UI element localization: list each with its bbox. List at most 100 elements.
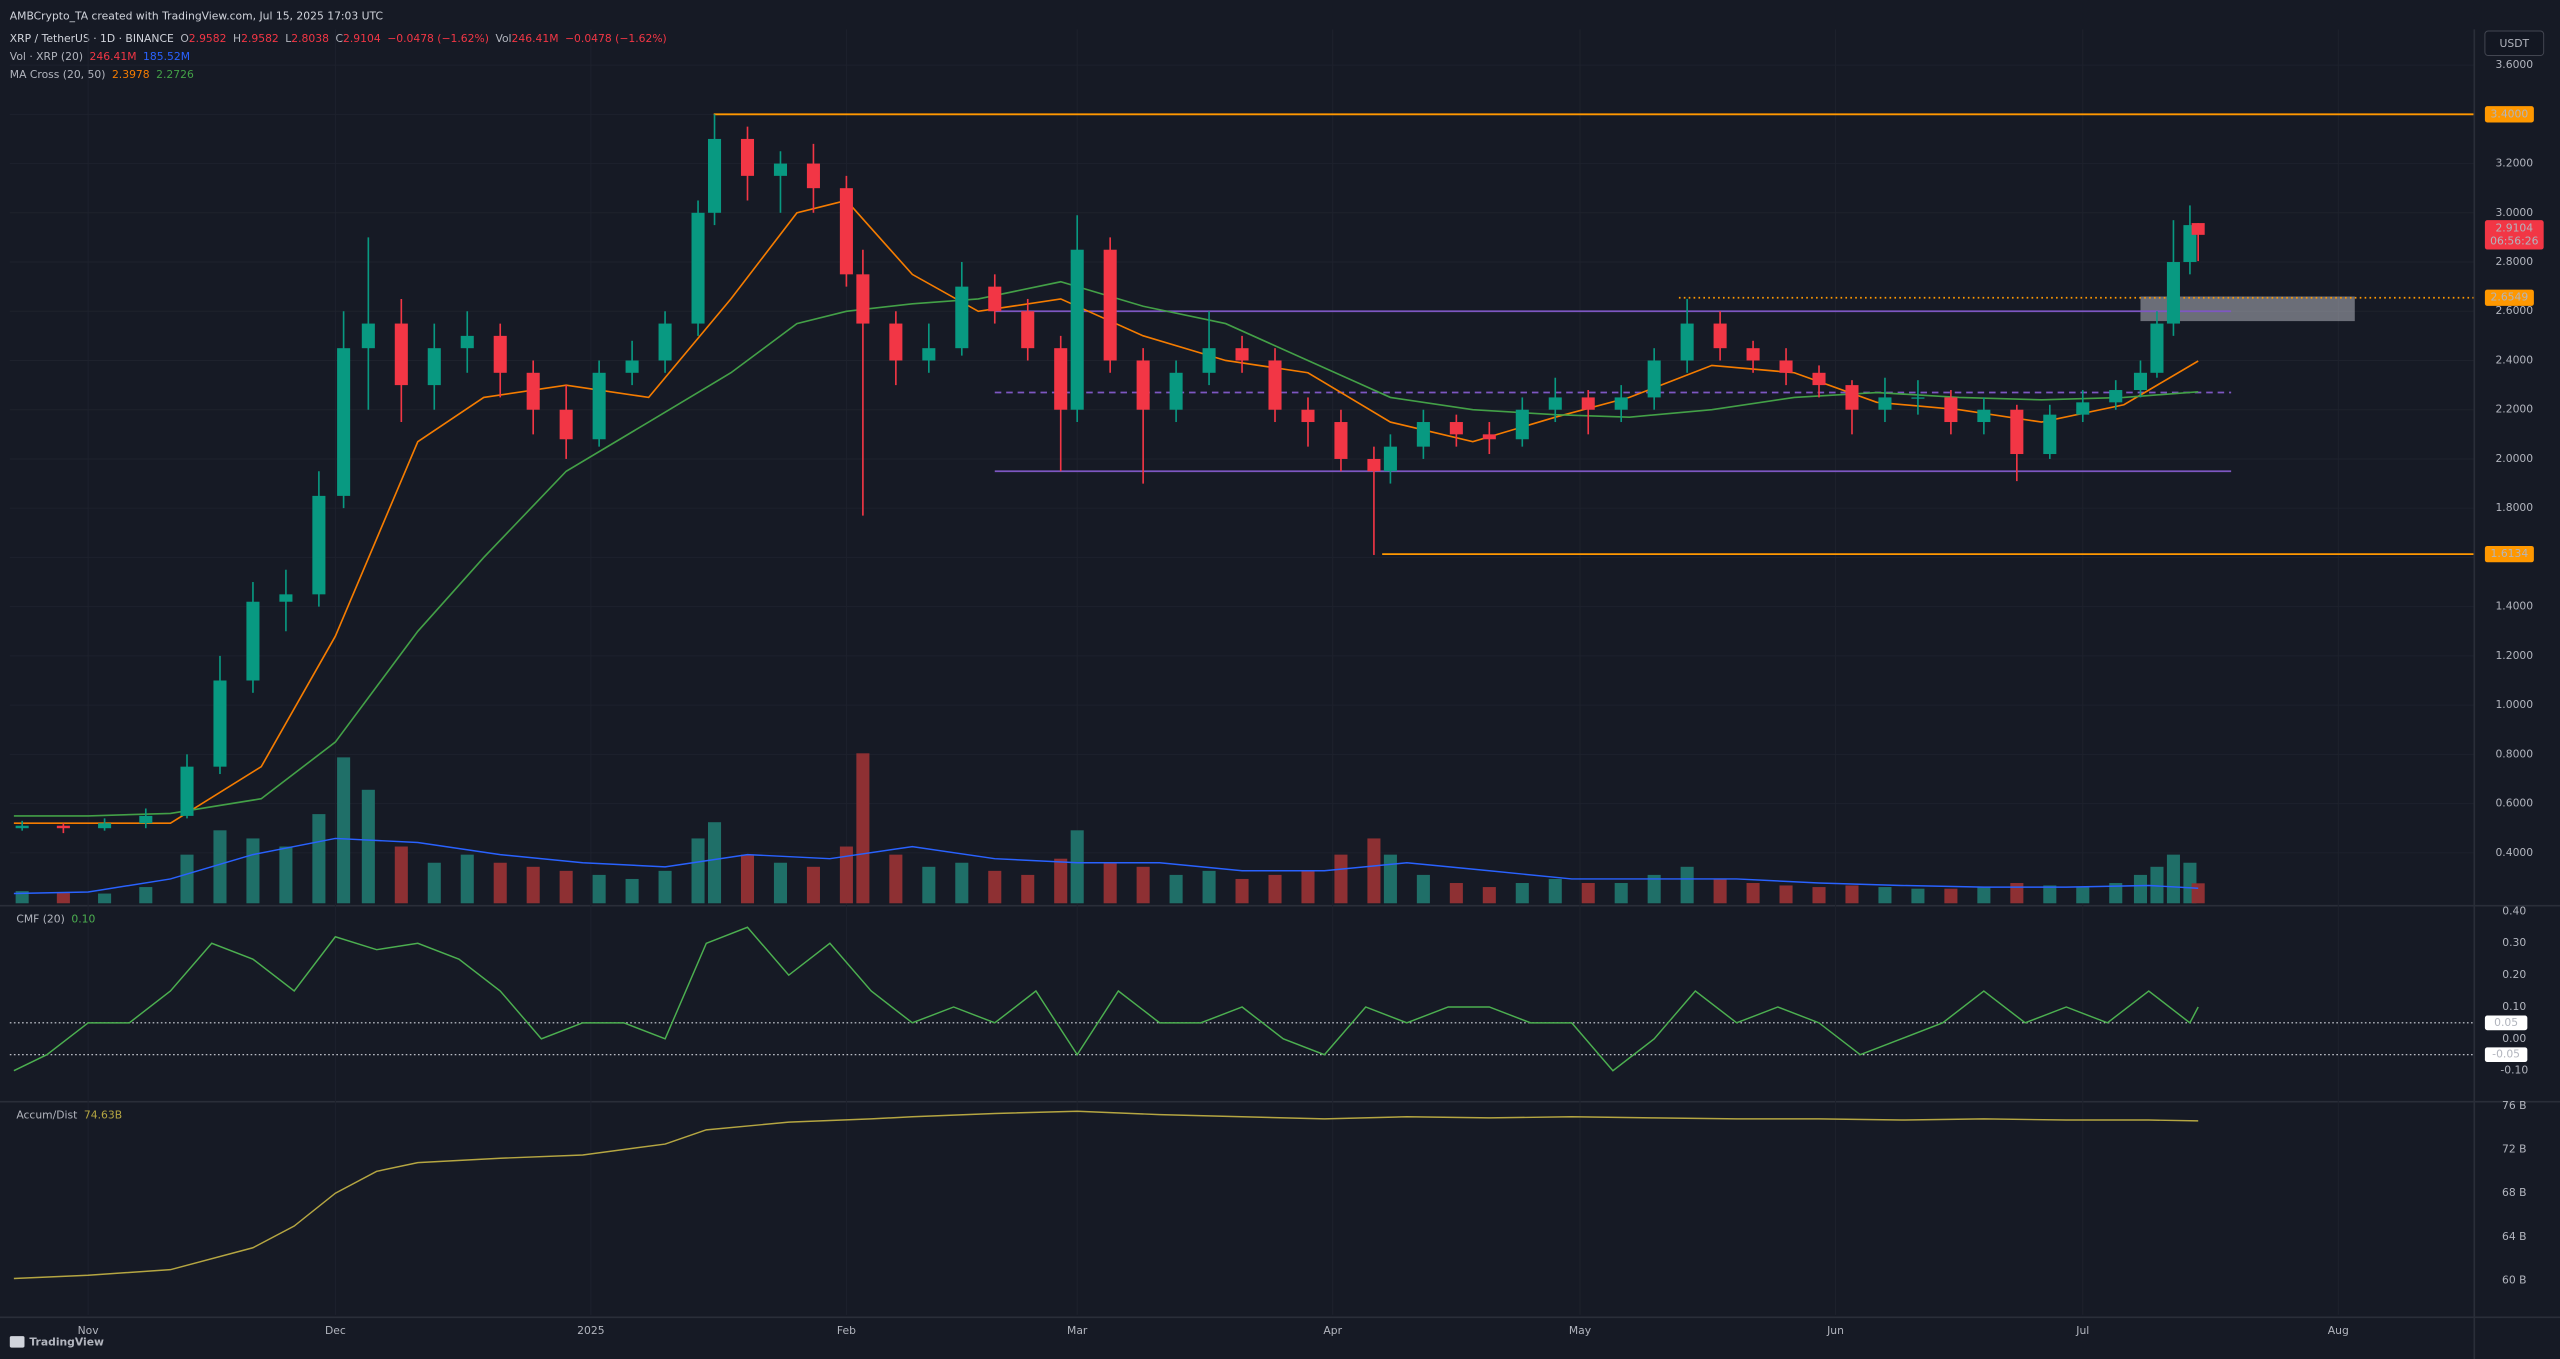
candle-body <box>2076 402 2090 415</box>
volume-bar <box>1680 866 1694 904</box>
candle-body <box>1647 360 1661 398</box>
candle-body <box>691 212 705 324</box>
candle-body <box>312 495 326 595</box>
y-tick-label: 60 B <box>2502 1274 2527 1287</box>
volume-bar <box>337 757 351 904</box>
volume-bar <box>279 846 293 904</box>
y-tick-label: 0.30 <box>2502 936 2526 949</box>
candle-body <box>2010 409 2024 455</box>
legend-text: 2.9582 <box>241 32 279 45</box>
legend-text: XRP / TetherUS · 1D · BINANCE <box>10 32 174 45</box>
y-tick-label: 2.2000 <box>2495 403 2533 416</box>
volume-bar <box>1021 874 1035 904</box>
volume-bar <box>955 862 969 904</box>
y-tick-label: 0.10 <box>2502 1000 2526 1013</box>
level-label: 1.6134 <box>2491 547 2529 560</box>
volume-bar <box>988 870 1002 904</box>
volume-bar <box>559 870 573 904</box>
indicator-line <box>13 1110 2199 1280</box>
volume-bar <box>806 866 820 904</box>
volume-bar <box>1944 888 1958 904</box>
logo-mark <box>9 1336 25 1348</box>
x-tick-label: Feb <box>837 1324 856 1337</box>
candle-body <box>2150 323 2164 373</box>
legend-text: Vol <box>495 32 511 45</box>
volume-bar <box>1334 854 1348 904</box>
level-tag <box>2484 1047 2528 1063</box>
level-tag <box>2484 106 2534 123</box>
legend-text: 2.2726 <box>156 68 194 81</box>
countdown-label: 06:56:26 <box>2490 234 2538 247</box>
candle-body <box>2043 414 2057 455</box>
volume-bar <box>2150 866 2164 904</box>
x-tick-label: Aug <box>2328 1324 2349 1337</box>
level-label: -0.05 <box>2492 1048 2520 1061</box>
y-tick-label: 0.00 <box>2502 1032 2526 1045</box>
candle-body <box>839 188 853 275</box>
level-tag <box>2484 545 2534 563</box>
volume-bar <box>2166 854 2180 904</box>
volume-bar <box>213 830 227 904</box>
volume-bar <box>246 838 260 904</box>
y-tick-label: 3.6000 <box>2495 58 2533 71</box>
volume-bar <box>312 814 326 904</box>
volume-bar <box>839 846 853 904</box>
candle-body <box>394 323 408 386</box>
currency-label: USDT <box>2499 37 2529 50</box>
candle-body <box>493 335 507 373</box>
legend-text: MA Cross (20, 50) <box>10 68 106 81</box>
footer-logo: TradingView <box>29 1336 104 1349</box>
candle-body <box>337 348 351 496</box>
x-tick-label: Apr <box>1323 1324 1342 1337</box>
volume-bar <box>361 789 375 904</box>
candle-body <box>2133 372 2148 391</box>
volume-bar <box>592 874 606 904</box>
volume-bar <box>2043 885 2057 904</box>
legend-text: C <box>335 32 343 45</box>
volume-bar <box>1548 878 1562 904</box>
y-tick-label: 0.8000 <box>2495 747 2533 760</box>
volume-bar <box>1746 883 1760 904</box>
candle-body <box>922 348 936 361</box>
candle-body <box>1548 397 1562 410</box>
candle-body <box>1812 372 1826 386</box>
candle-body <box>246 601 260 681</box>
candle-body <box>1482 434 1496 440</box>
candle-body <box>1746 348 1760 361</box>
volume-bar <box>2109 883 2123 904</box>
volume-bar <box>1235 878 1249 904</box>
y-tick-label: 3.0000 <box>2495 206 2533 219</box>
y-tick-label: 72 B <box>2502 1143 2527 1156</box>
volume-bar <box>1367 838 1381 904</box>
volume-bar <box>707 822 722 904</box>
volume-bar <box>1977 887 1991 904</box>
y-tick-label: 68 B <box>2502 1186 2527 1199</box>
candle-body <box>427 348 441 386</box>
moving-average <box>13 280 2199 817</box>
volume-bar <box>1482 887 1496 904</box>
volume-bar <box>773 862 787 904</box>
volume-bar <box>625 878 639 904</box>
volume-bar <box>1779 885 1793 904</box>
legend-text: 2.9104 <box>343 32 381 45</box>
legend-text: 246.41M <box>90 50 137 63</box>
indicator-value: 74.63B <box>84 1109 122 1122</box>
candle-body <box>1878 397 1892 410</box>
y-tick-label: 76 B <box>2502 1099 2527 1112</box>
candle-body <box>1383 446 1397 472</box>
volume-bar <box>889 854 903 904</box>
indicator-name: CMF (20) <box>16 913 65 926</box>
candle-body <box>1136 360 1150 410</box>
candle-body <box>1449 422 1463 435</box>
candle-body <box>856 274 870 324</box>
volume-ma <box>13 837 2199 895</box>
legend-text: 2.3978 <box>112 68 150 81</box>
legend-row: AMBCrypto_TA created with TradingView.co… <box>10 9 383 22</box>
legend-text: −0.0478 (−1.62%) <box>565 32 667 45</box>
candle-body <box>658 323 672 361</box>
indicator-legend: CMF (20) 0.10 <box>16 913 95 926</box>
candle-body <box>460 335 474 349</box>
candle-body <box>180 766 194 816</box>
volume-bar <box>922 866 936 904</box>
